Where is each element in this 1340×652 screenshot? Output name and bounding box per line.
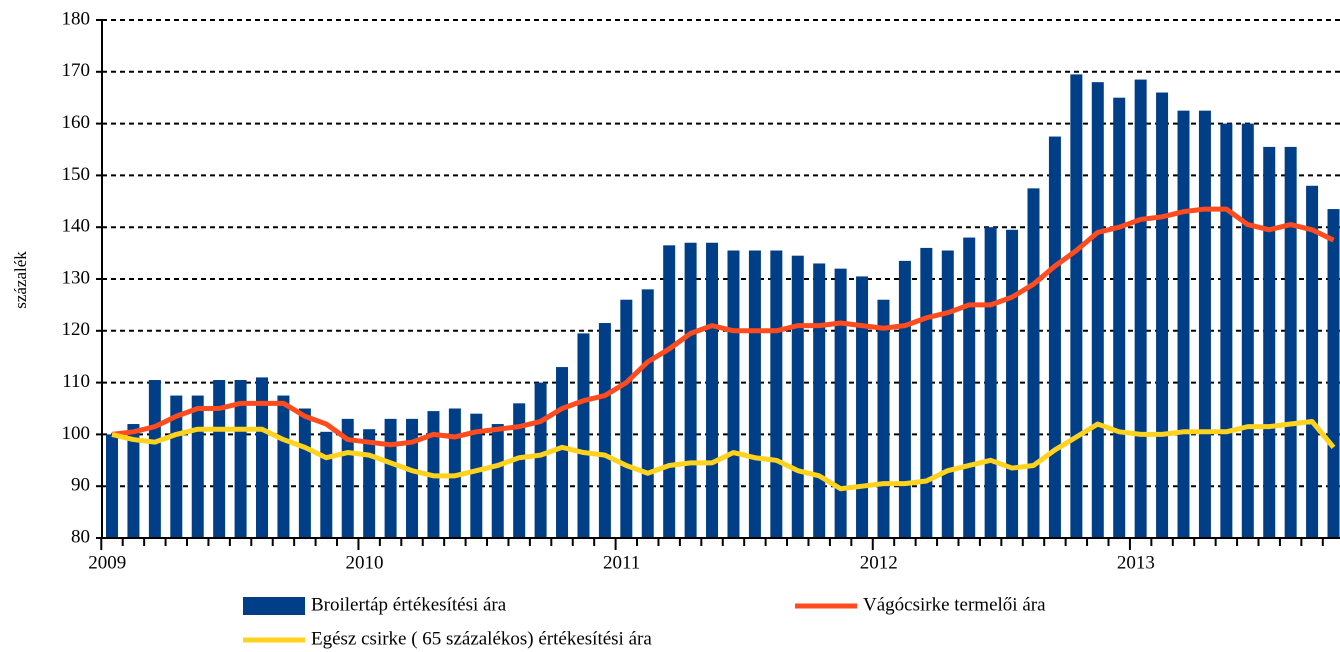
- bar: [148, 380, 161, 538]
- bar: [856, 276, 869, 538]
- bar: [363, 429, 376, 538]
- y-tick-label: 130: [62, 267, 91, 288]
- bar: [1048, 136, 1061, 539]
- legend-swatch: [243, 597, 305, 615]
- bar: [663, 245, 676, 538]
- bar: [1327, 209, 1340, 538]
- y-tick-label: 120: [62, 319, 91, 340]
- y-tick-label: 80: [71, 526, 90, 547]
- bar: [684, 242, 697, 539]
- bar: [1113, 97, 1126, 538]
- bar: [534, 382, 547, 538]
- bar: [513, 403, 526, 538]
- bar: [448, 408, 461, 538]
- bar: [1156, 92, 1169, 539]
- legend-label: Egész csirke ( 65 százalékos) értékesíté…: [311, 628, 652, 649]
- bar: [963, 237, 976, 538]
- bar: [706, 242, 719, 539]
- bar: [877, 299, 890, 538]
- legend-label: Broilertáp értékesítési ára: [311, 594, 507, 615]
- bar: [1241, 123, 1254, 538]
- bar: [1284, 146, 1297, 538]
- bar: [1091, 82, 1104, 538]
- x-tick-label: 2011: [603, 552, 640, 573]
- y-tick-label: 110: [62, 371, 90, 392]
- bar: [277, 395, 290, 538]
- y-tick-label: 140: [62, 216, 91, 237]
- line: [111, 206, 1335, 448]
- bar: [213, 380, 226, 538]
- bar: [1027, 188, 1040, 538]
- bar: [406, 418, 419, 538]
- legend-label: Vágócsirke termelői ára: [863, 594, 1046, 615]
- x-tick-label: 2009: [88, 552, 126, 573]
- y-tick-label: 160: [62, 112, 91, 133]
- bar: [770, 250, 783, 538]
- bar: [1263, 146, 1276, 538]
- bar: [491, 424, 504, 538]
- bar: [1220, 123, 1233, 538]
- bar: [598, 323, 611, 538]
- bar: [384, 418, 397, 538]
- bar: [1006, 229, 1019, 539]
- bar: [191, 395, 204, 538]
- line: [111, 418, 1336, 492]
- bar: [341, 418, 354, 538]
- bar: [577, 333, 590, 538]
- bar: [834, 268, 847, 538]
- bar: [470, 413, 483, 538]
- bar: [320, 431, 333, 538]
- bar: [256, 377, 269, 538]
- bar: [941, 250, 954, 538]
- x-tick-label: 2012: [860, 552, 898, 573]
- y-tick-label: 180: [62, 8, 91, 29]
- x-tick-label: 2010: [345, 552, 383, 573]
- bar: [641, 289, 654, 538]
- bar: [791, 255, 804, 538]
- bar: [727, 250, 740, 538]
- y-axis-label: százalék: [11, 251, 30, 309]
- bar: [106, 434, 118, 538]
- bar: [298, 408, 311, 538]
- x-tick-label: 2013: [1117, 552, 1155, 573]
- y-tick-label: 100: [62, 423, 91, 444]
- y-tick-label: 170: [62, 60, 91, 81]
- bar: [234, 380, 247, 538]
- bar: [1070, 74, 1083, 538]
- bar: [1198, 110, 1211, 539]
- bar: [620, 299, 633, 538]
- bar: [920, 247, 933, 539]
- bar: [1134, 79, 1147, 538]
- bar: [984, 227, 997, 538]
- y-tick-label: 150: [62, 164, 91, 185]
- bar: [898, 260, 911, 538]
- bar: [556, 367, 569, 538]
- bar: [1177, 110, 1190, 539]
- y-tick-label: 90: [71, 475, 90, 496]
- bar: [127, 424, 140, 538]
- bar: [813, 263, 826, 538]
- bar: [1306, 185, 1319, 538]
- bar: [748, 250, 761, 538]
